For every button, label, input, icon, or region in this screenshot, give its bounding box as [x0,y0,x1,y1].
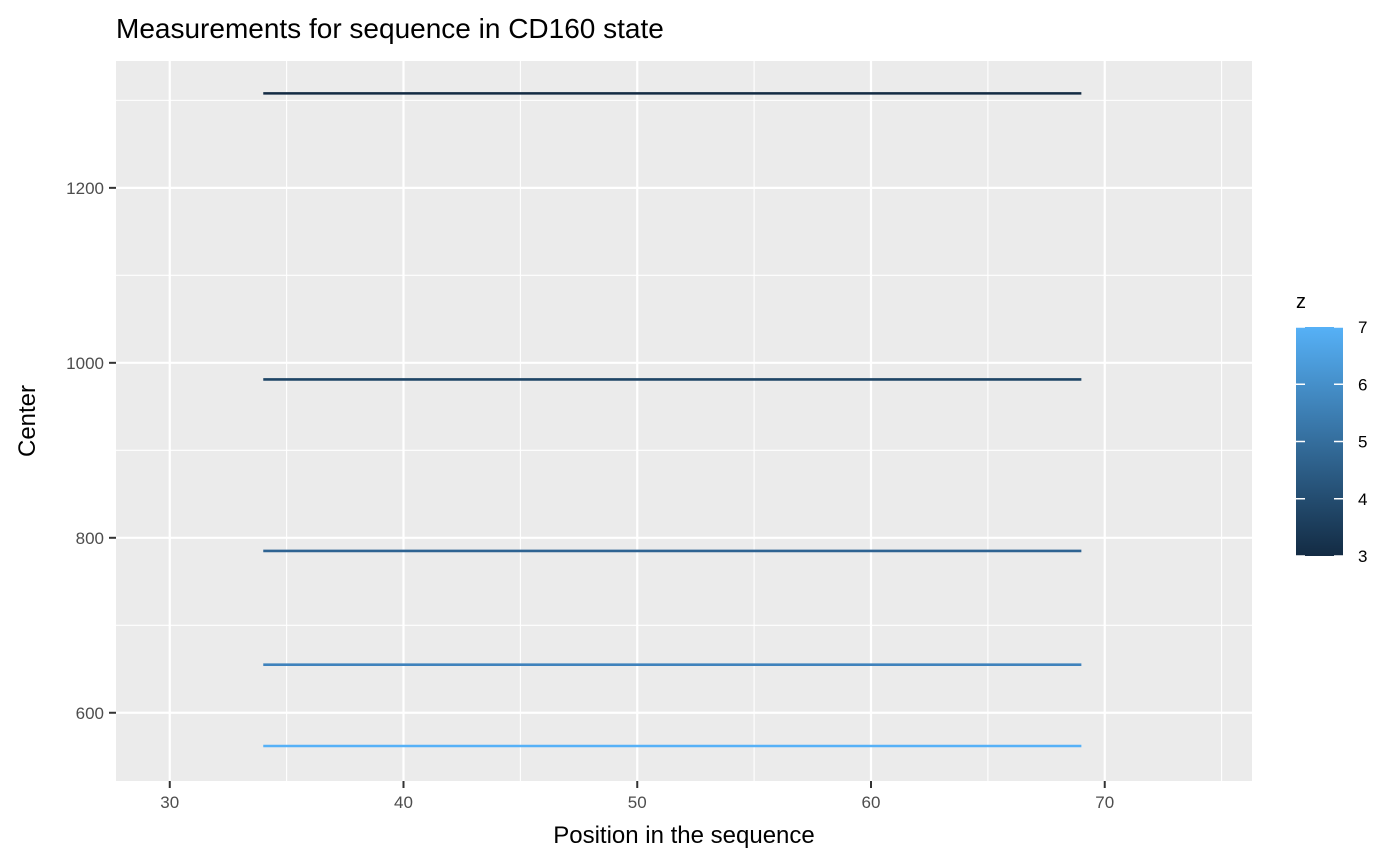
y-axis-title: Center [14,385,41,457]
colorbar-ticks: 3 4 5 6 7 [1296,318,1367,566]
x-tick-label: 70 [1095,793,1114,812]
x-axis-title: Position in the sequence [553,822,815,849]
y-tick-label: 600 [76,704,104,723]
y-tick-label: 1000 [66,354,104,373]
x-tick-label: 30 [160,793,179,812]
x-axis: 30 40 50 60 70 [160,781,1114,812]
minor-gridlines [116,61,1252,781]
x-tick-label: 40 [394,793,413,812]
colorbar-legend: z 3 4 5 6 7 [1296,291,1367,566]
major-gridlines [116,61,1252,781]
y-tick-label: 1200 [66,179,104,198]
series-layer [263,92,1082,748]
plot-panel [116,61,1252,781]
colorbar-tick-label: 7 [1358,318,1367,337]
colorbar-tick-label: 3 [1358,547,1367,566]
colorbar-tick-label: 5 [1358,433,1367,452]
x-tick-label: 50 [628,793,647,812]
x-tick-label: 60 [862,793,881,812]
chart-title: Measurements for sequence in CD160 state [116,13,664,44]
legend-title: z [1296,291,1306,313]
y-tick-label: 800 [76,529,104,548]
y-axis: 600 800 1000 1200 [66,179,116,723]
colorbar-tick-label: 6 [1358,375,1367,394]
colorbar-tick-label: 4 [1358,490,1367,509]
